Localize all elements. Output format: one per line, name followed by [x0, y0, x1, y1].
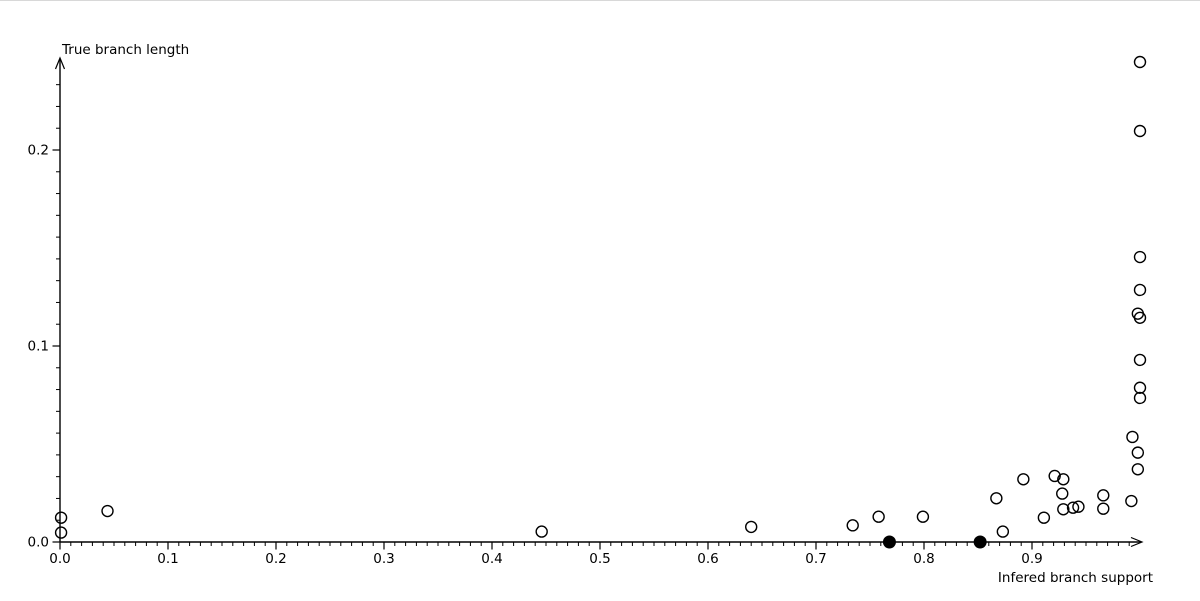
- data-point-open: [1037, 511, 1051, 524]
- data-point-open: [916, 510, 930, 523]
- x-axis-arrow-icon: [1130, 536, 1144, 548]
- x-tick-label: 0.8: [913, 551, 934, 567]
- data-point-open: [54, 526, 68, 539]
- data-point-open: [1133, 353, 1147, 367]
- data-point-open: [1133, 283, 1147, 297]
- data-point-open: [1131, 463, 1145, 476]
- data-point-open: [1133, 250, 1147, 264]
- data-point-open: [1131, 446, 1145, 459]
- x-tick-label: 0.5: [589, 551, 610, 567]
- x-tick-label: 0.3: [373, 551, 394, 567]
- data-point-open: [1097, 489, 1110, 502]
- data-point-open: [745, 520, 758, 534]
- data-point-open: [1072, 500, 1085, 513]
- x-tick-label: 0.4: [481, 551, 502, 567]
- data-point-open: [101, 504, 114, 518]
- data-point-open: [1125, 494, 1138, 508]
- y-axis-arrow-icon: [54, 56, 66, 70]
- x-axis-title: Infered branch support: [998, 570, 1153, 586]
- data-point-open: [1066, 501, 1080, 514]
- y-tick-label: 0.1: [28, 339, 49, 355]
- data-point-open: [1097, 502, 1110, 515]
- data-point-open: [1133, 311, 1147, 324]
- data-point-open: [1133, 381, 1147, 394]
- data-point-filled: [973, 535, 987, 549]
- data-point-open: [872, 510, 885, 523]
- data-point-open: [1056, 487, 1069, 500]
- data-point-open: [1057, 473, 1070, 486]
- data-point-open: [990, 492, 1003, 505]
- data-point-open: [846, 519, 859, 532]
- data-point-open: [54, 511, 68, 524]
- data-point-open: [1017, 473, 1030, 486]
- data-point-open: [1057, 503, 1070, 516]
- data-point-open: [1133, 391, 1147, 405]
- data-point-open: [996, 525, 1010, 538]
- data-point-open: [1133, 55, 1147, 69]
- y-tick-label: 0.2: [28, 143, 49, 159]
- x-tick-label: 0.6: [697, 551, 718, 567]
- data-point-open: [535, 525, 548, 538]
- data-point-open: [1126, 430, 1139, 444]
- y-tick-label: 0.0: [28, 535, 49, 551]
- x-tick-label: 0.7: [805, 551, 826, 567]
- x-tick-label: 0.9: [1021, 551, 1042, 567]
- y-axis-title: True branch length: [61, 42, 189, 58]
- x-tick-label: 0.2: [265, 551, 286, 567]
- x-tick-label: 0.1: [157, 551, 178, 567]
- data-point-open: [1048, 469, 1061, 483]
- data-point-filled: [882, 535, 896, 549]
- data-point-open: [1133, 124, 1147, 138]
- x-tick-label: 0.0: [49, 551, 70, 567]
